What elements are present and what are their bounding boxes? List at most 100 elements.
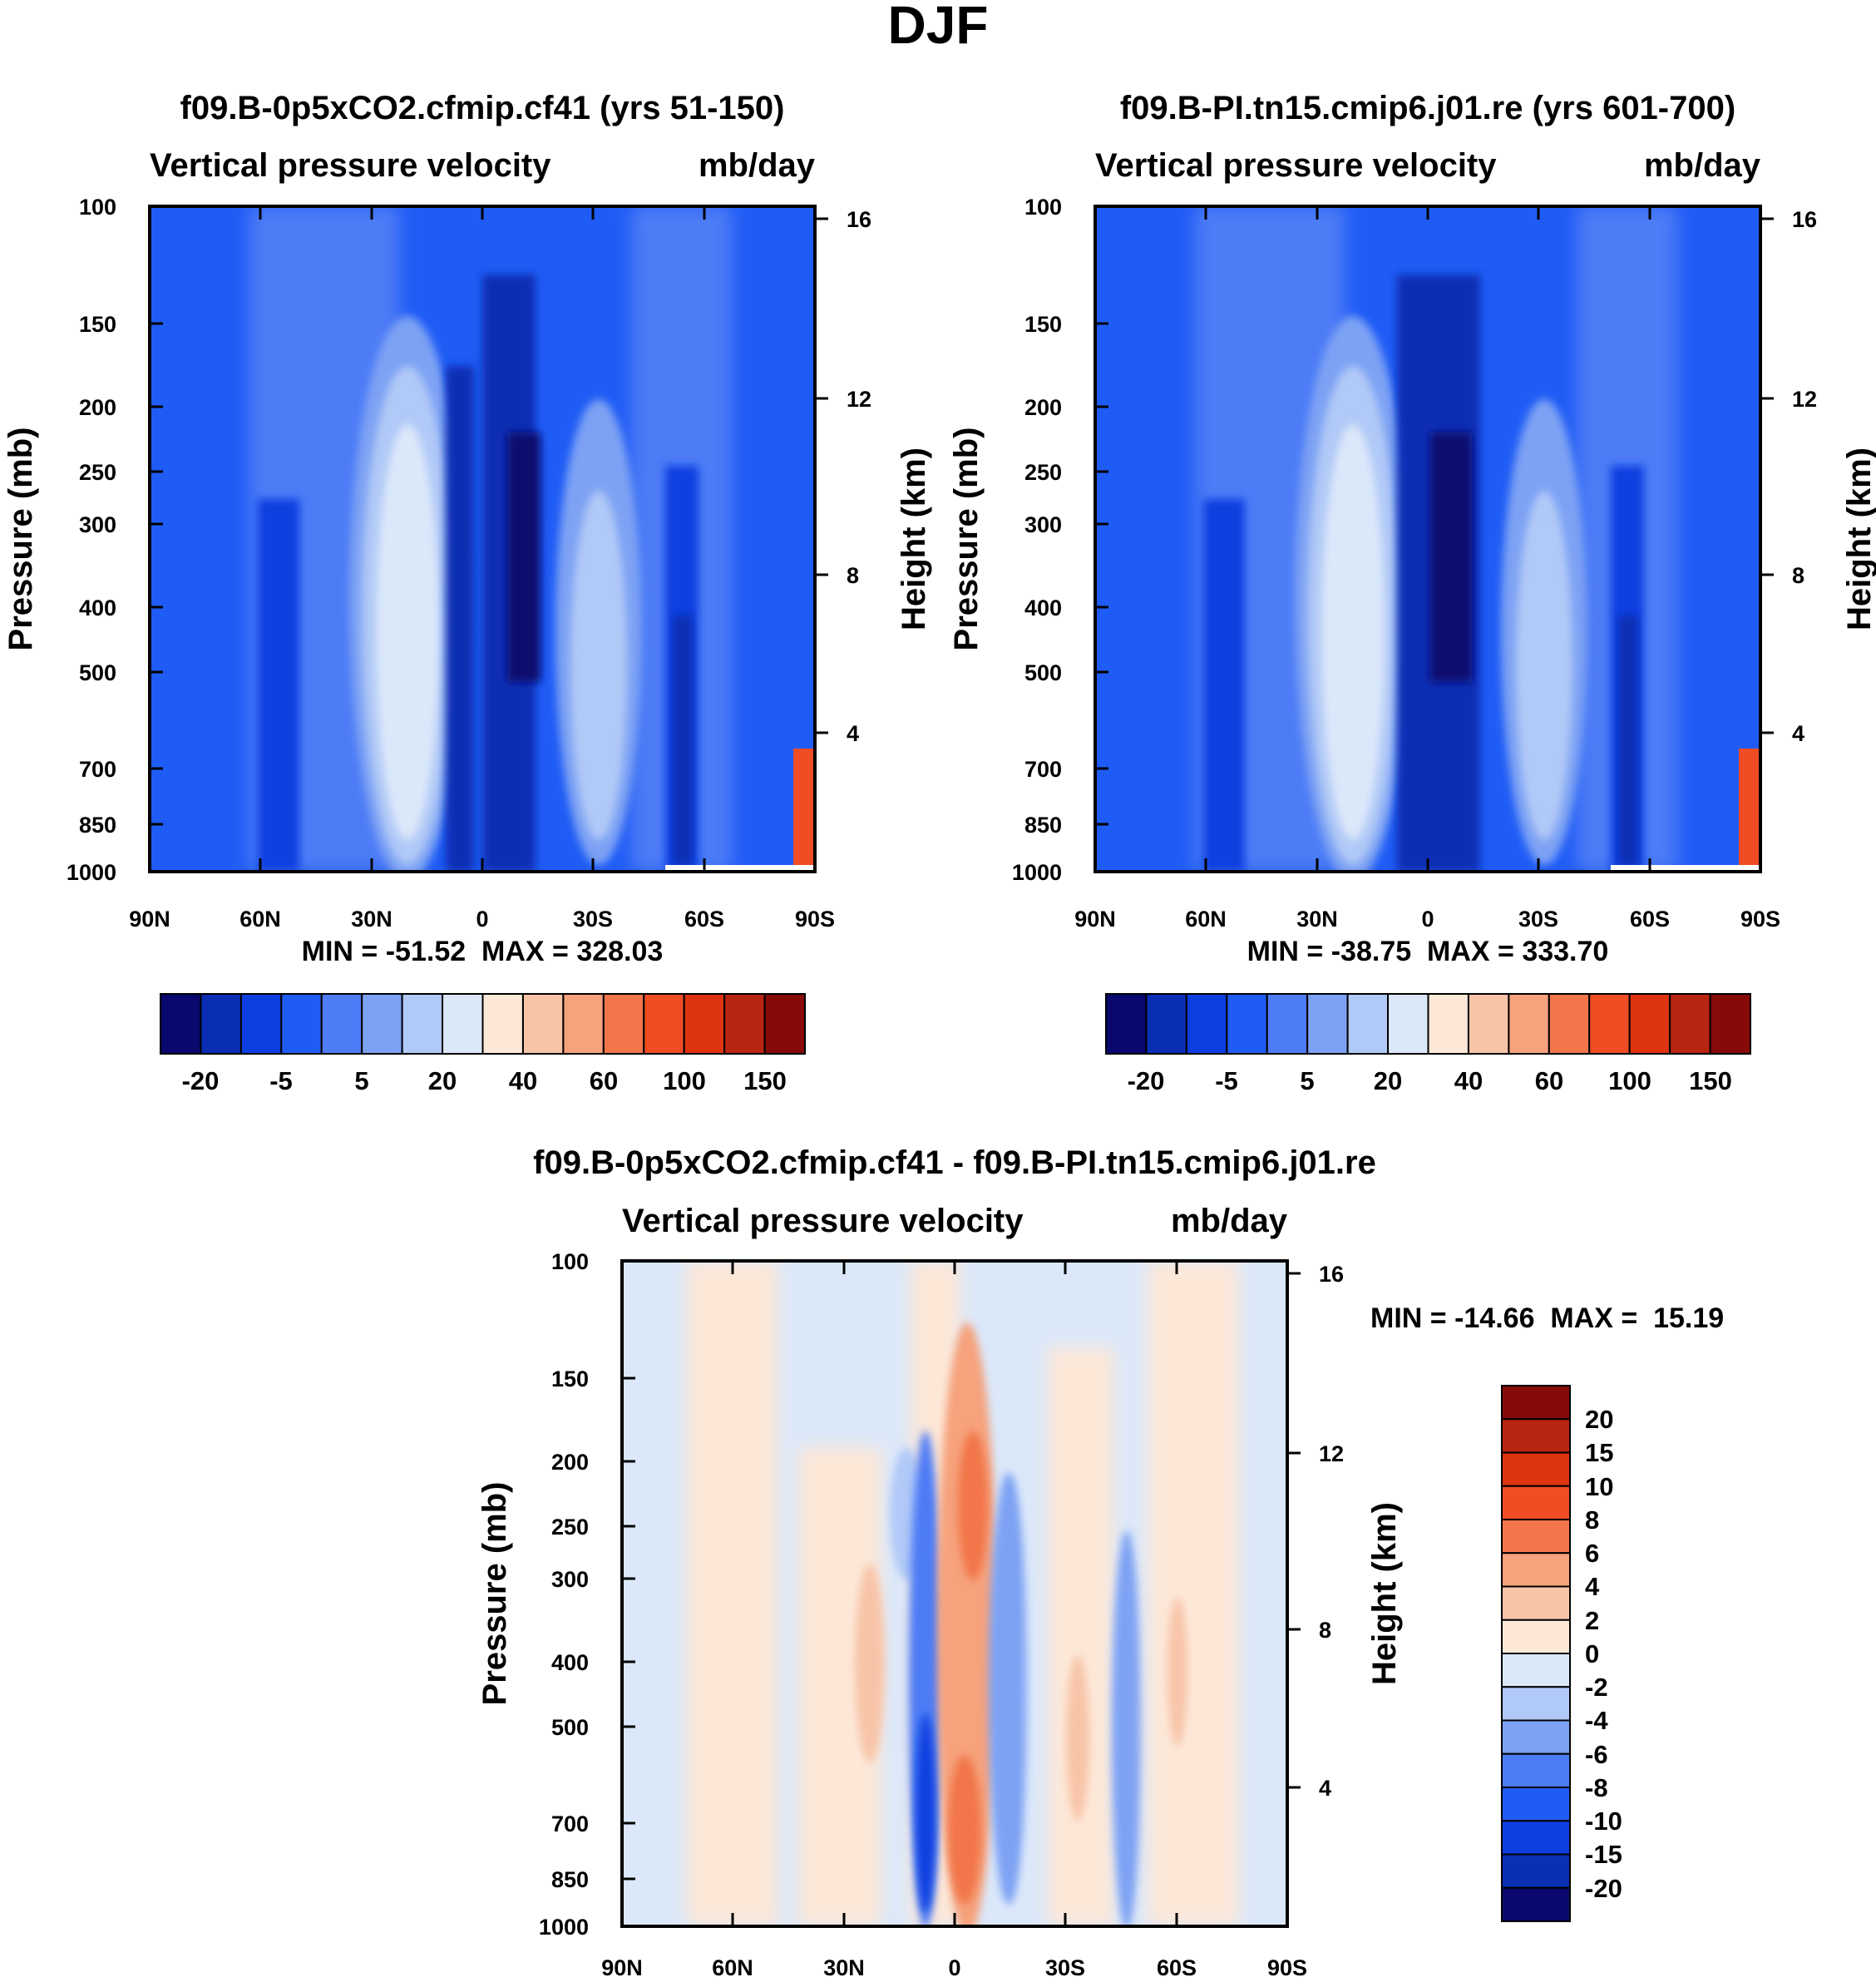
- y-tick-label: 500: [1024, 660, 1062, 685]
- y-tick-label: 850: [551, 1867, 589, 1892]
- y-tick-label: 200: [79, 395, 116, 420]
- panel-left-x-tick-labels: 90N 60N 30N 0 30S 60S 90S: [129, 907, 835, 932]
- colorbar-label: 60: [590, 1066, 618, 1095]
- x-tick-label: 90S: [795, 907, 835, 932]
- colorbar-swatch: [1501, 1653, 1571, 1688]
- colorbar-swatch: [1427, 993, 1469, 1055]
- panel-diff-stats: MIN = -14.66 MAX = 15.19: [1370, 1302, 1724, 1334]
- x-tick-label: 60S: [684, 907, 724, 932]
- height-tick-label: 8: [1792, 563, 1804, 588]
- x-tick-label: 90N: [1074, 907, 1116, 932]
- y-tick-label: 250: [79, 460, 116, 485]
- panel-right-colorbar: -20 -5 5 20 40 60 100 150: [1105, 993, 1751, 1095]
- panel-left-field: [150, 206, 815, 872]
- field-missing-topography: [665, 865, 815, 872]
- field-band-sh-high: [1148, 1261, 1239, 1926]
- y-tick-label: 400: [551, 1650, 589, 1675]
- y-tick-label: 500: [79, 660, 116, 685]
- field-column-nh-descent: [1203, 499, 1245, 872]
- colorbar-swatches: [1501, 1385, 1571, 1922]
- y-tick-label: 700: [79, 757, 116, 782]
- colorbar-swatch: [200, 993, 242, 1055]
- field-sh-ascent-core: [570, 491, 627, 840]
- height-tick-label: 8: [847, 563, 859, 588]
- field-antarctic-surface: [793, 749, 815, 872]
- panel-left-subtitle-right: mb/day: [699, 147, 816, 184]
- panel-right-y-tick-labels: 100 150 200 250 300 400 500 700 850 1000: [1012, 195, 1062, 885]
- colorbar-label: -6: [1585, 1740, 1608, 1769]
- colorbar-label: 4: [1585, 1572, 1600, 1601]
- panel-diff-right-tick-labels: 16 12 8 4: [1319, 1262, 1344, 1801]
- colorbar-label: 20: [1374, 1066, 1402, 1095]
- y-tick-label: 100: [551, 1249, 589, 1274]
- colorbar-swatch: [1501, 1787, 1571, 1822]
- field-sh-ascent-core: [1516, 491, 1572, 840]
- colorbar-swatches: [1105, 993, 1751, 1055]
- colorbar-label: 5: [1300, 1066, 1314, 1095]
- x-tick-label: 60S: [1630, 907, 1670, 932]
- panel-right-y-ticks: [1095, 205, 1108, 873]
- colorbar-swatch: [481, 993, 524, 1055]
- x-tick-label: 0: [948, 1955, 960, 1980]
- field-pos-eq-lower: [948, 1755, 981, 1905]
- colorbar-swatch: [1501, 1418, 1571, 1454]
- field-missing-topography: [1611, 865, 1760, 872]
- field-pos-sh-mid: [1066, 1655, 1089, 1821]
- panel-right-x-ticks: [1094, 206, 1762, 872]
- colorbar-labels: 20 15 10 8 6 4 2 0 -2 -4 -6 -8 -10 -15 -…: [1585, 1405, 1622, 1903]
- field-column-sh-polar-core: [1619, 615, 1637, 865]
- height-tick-label: 16: [847, 207, 871, 232]
- colorbar-swatch: [1346, 993, 1390, 1055]
- figure-title: DJF: [888, 0, 989, 55]
- colorbar-swatch: [1501, 1552, 1571, 1588]
- colorbar-label: 2: [1585, 1606, 1599, 1635]
- colorbar-swatch: [442, 993, 484, 1055]
- panel-diff-ylabel-right: Height (km): [1366, 1502, 1403, 1685]
- colorbar-label: -10: [1585, 1807, 1622, 1836]
- colorbar-swatch: [160, 993, 202, 1055]
- height-tick-label: 12: [1319, 1441, 1344, 1466]
- height-tick-label: 16: [1792, 207, 1817, 232]
- panel-right-ylabel: Pressure (mb): [948, 428, 985, 651]
- x-tick-label: 30S: [1518, 907, 1558, 932]
- x-tick-label: 30N: [351, 907, 392, 932]
- field-neg-sh-tropics: [989, 1472, 1029, 1905]
- colorbar-swatch: [643, 993, 685, 1055]
- colorbar-swatch: [280, 993, 323, 1055]
- panel-diff-field: [622, 1261, 1287, 1926]
- colorbar-label: -20: [182, 1066, 220, 1095]
- panel-left-y-tick-labels: 100 150 200 250 300 400 500 700 850 1000: [67, 195, 116, 885]
- colorbar-label: 20: [1585, 1405, 1613, 1434]
- colorbar-swatch: [602, 993, 645, 1055]
- panel-diff: f09.B-0p5xCO2.cfmip.cf41 - f09.B-PI.tn15…: [476, 1144, 1724, 1980]
- y-tick-label: 1000: [1012, 860, 1062, 885]
- x-tick-label: 90S: [1740, 907, 1780, 932]
- panel-left-y-ticks: [150, 205, 163, 873]
- x-tick-label: 0: [476, 907, 488, 932]
- panel-diff-colorbar: 20 15 10 8 6 4 2 0 -2 -4 -6 -8 -10 -15 -…: [1501, 1385, 1622, 1922]
- panel-right-right-ticks: [1760, 217, 1774, 734]
- colorbar-label: 100: [1608, 1066, 1651, 1095]
- panel-right-ylabel-right: Height (km): [1841, 447, 1876, 630]
- colorbar-label: 6: [1585, 1539, 1599, 1568]
- x-tick-label: 90N: [601, 1955, 643, 1980]
- colorbar-label: 5: [354, 1066, 368, 1095]
- y-tick-label: 300: [551, 1567, 589, 1592]
- x-tick-label: 60N: [712, 1955, 753, 1980]
- colorbar-label: -5: [269, 1066, 293, 1095]
- y-tick-label: 150: [79, 312, 116, 337]
- field-itcz-core: [1321, 424, 1385, 840]
- panel-left-stats: MIN = -51.52 MAX = 328.03: [302, 936, 664, 967]
- x-tick-label: 30S: [1045, 1955, 1085, 1980]
- x-tick-label: 30N: [823, 1955, 865, 1980]
- x-tick-label: 90N: [129, 907, 170, 932]
- colorbar-swatch: [1501, 1485, 1571, 1520]
- y-tick-label: 300: [1024, 512, 1062, 537]
- colorbar-swatch: [1185, 993, 1228, 1055]
- colorbar-swatch: [1501, 1886, 1571, 1922]
- panel-diff-subtitle-left: Vertical pressure velocity: [622, 1203, 1024, 1239]
- y-tick-label: 250: [1024, 460, 1062, 485]
- y-tick-label: 200: [1024, 395, 1062, 420]
- colorbar-label: -15: [1585, 1840, 1622, 1869]
